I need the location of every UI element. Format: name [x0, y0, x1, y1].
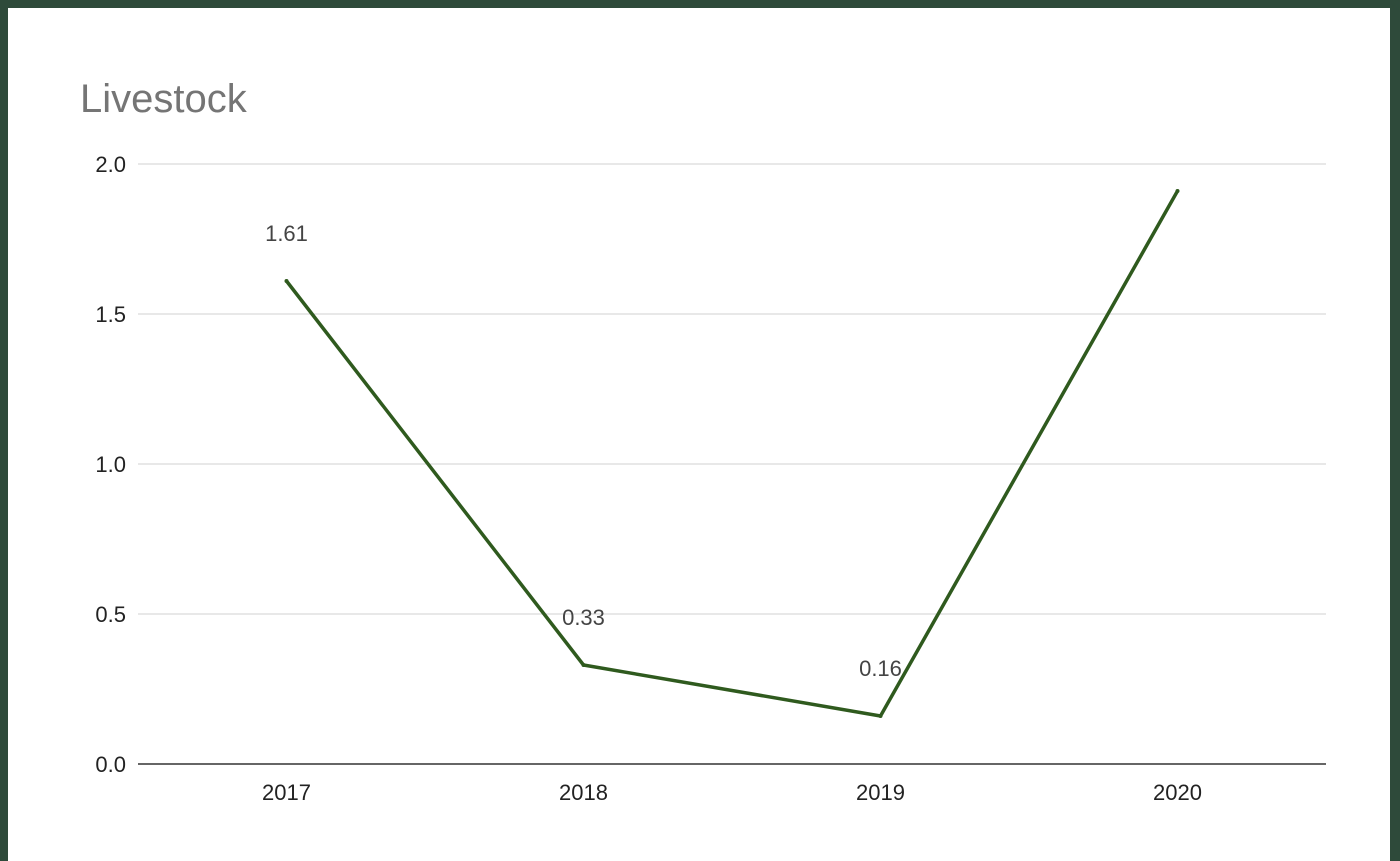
x-axis-ticks: 2017 2018 2019 2020 [262, 780, 1202, 805]
x-tick-label: 2020 [1153, 780, 1202, 805]
data-point [1175, 189, 1180, 193]
data-point [284, 279, 289, 283]
series-line [285, 190, 1180, 718]
gridlines [138, 163, 1326, 765]
y-tick-label: 0.0 [95, 752, 126, 777]
line-chart: Livestock 0.00.51.01.52.0 2017 2018 2019 20… [80, 77, 1326, 805]
data-label: 1.61 [265, 221, 308, 246]
data-label: 0.33 [562, 605, 605, 630]
data-labels: 1.61 0.33 0.16 [265, 221, 902, 681]
y-tick-label: 1.0 [95, 452, 126, 477]
x-tick-label: 2019 [856, 780, 905, 805]
data-point [878, 714, 883, 718]
x-tick-label: 2018 [559, 780, 608, 805]
series-group [284, 189, 1180, 718]
x-tick-label: 2017 [262, 780, 311, 805]
y-tick-label: 0.5 [95, 602, 126, 627]
data-point [581, 663, 586, 667]
chart-frame: Livestock 0.0 0.5 1.0 1.5 2.0 2017 2018 2019 20… [8, 8, 1390, 861]
y-tick-label: 2.0 [95, 152, 126, 177]
y-axis-ticks: 0.0 0.5 1.0 1.5 2.0 [95, 152, 126, 777]
chart-title: Livestock [80, 77, 248, 121]
y-tick-label: 1.5 [95, 302, 126, 327]
data-label: 0.16 [859, 656, 902, 681]
